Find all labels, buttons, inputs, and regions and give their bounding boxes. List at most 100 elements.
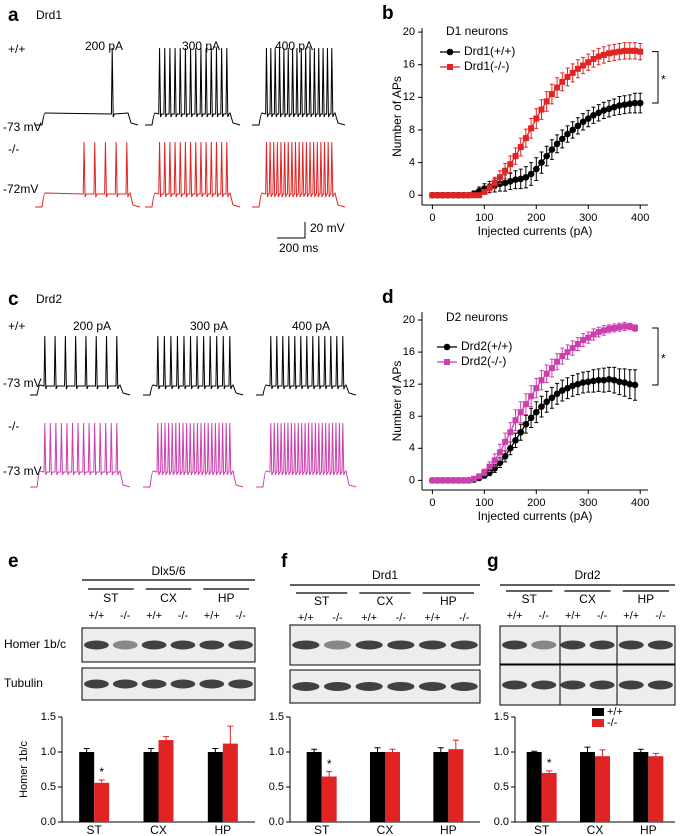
marker <box>611 49 618 56</box>
blot-image <box>81 627 256 663</box>
blot-band <box>170 679 196 689</box>
legend-label: Drd1(+/+) <box>464 44 515 58</box>
marker <box>595 376 602 384</box>
genotype-label: -/- <box>539 610 550 622</box>
x-tick-label: ST <box>86 823 102 836</box>
marker <box>450 192 457 199</box>
genotype-label: -/- <box>459 612 470 624</box>
marker <box>470 192 477 199</box>
blot-band <box>387 682 415 691</box>
marker <box>507 161 514 168</box>
marker <box>548 146 556 153</box>
scale-bar <box>277 222 306 239</box>
legend-label: Drd2(+/+) <box>461 339 512 353</box>
marker <box>522 420 530 428</box>
region-label: ST <box>521 592 537 606</box>
marker <box>553 140 561 148</box>
marker <box>580 337 587 344</box>
x-tick-label: 0 <box>429 497 435 509</box>
voltage-trace <box>145 141 241 208</box>
y-tick-label: 0.0 <box>494 816 509 828</box>
error-bar <box>599 749 606 757</box>
region-label: ST <box>103 591 119 605</box>
y-axis-label: Number of APs <box>390 361 404 442</box>
significance-mark: * <box>661 73 666 87</box>
bar <box>526 752 542 822</box>
marker <box>610 103 618 111</box>
marker <box>631 381 639 389</box>
y-tick-label: 8 <box>409 124 415 136</box>
marker <box>450 477 457 484</box>
y-axis-label: Number of APs <box>390 76 404 157</box>
bar <box>633 752 649 822</box>
marker <box>564 130 571 138</box>
marker <box>600 107 608 114</box>
y-tick-label: 16 <box>403 346 415 358</box>
marker <box>637 48 644 55</box>
genotype-label: +/+ <box>361 612 377 624</box>
blot-band <box>141 679 167 689</box>
marker <box>621 323 628 330</box>
marker <box>605 376 613 383</box>
bar <box>79 752 95 822</box>
marker <box>595 329 602 336</box>
current-label: 300 pA <box>182 39 220 53</box>
legend-item: Drd2(-/-) <box>437 354 506 368</box>
region-label: ST <box>314 594 330 608</box>
x-tick-label: 100 <box>475 212 493 224</box>
marker <box>626 100 634 108</box>
blot-title: Dlx5/6 <box>151 564 185 578</box>
blot-row-label: Tubulin <box>4 676 43 690</box>
y-tick-label: 1.5 <box>494 711 509 723</box>
marker <box>528 393 535 400</box>
legend-item: Drd1(+/+) <box>440 44 515 58</box>
x-tick-label: 200 <box>527 497 545 509</box>
marker <box>517 409 524 416</box>
blot-band <box>387 640 415 650</box>
y-tick-label: 0 <box>409 189 415 201</box>
marker <box>574 122 582 130</box>
region-label: HP <box>637 592 654 606</box>
significance-mark: * <box>547 756 552 770</box>
significance-bracket <box>652 327 659 386</box>
bar <box>541 773 557 822</box>
marker <box>621 379 628 386</box>
y-tick-label: 0.0 <box>269 816 284 828</box>
marker <box>532 408 540 416</box>
marker <box>548 365 555 372</box>
region-label: CX <box>579 592 596 606</box>
marker <box>626 380 634 388</box>
error-bar <box>389 748 396 752</box>
bar <box>321 776 337 822</box>
marker <box>496 449 503 456</box>
marker <box>512 153 519 160</box>
marker <box>590 331 597 338</box>
y-tick-label: 12 <box>403 91 415 103</box>
error-bar <box>546 770 553 773</box>
marker <box>533 115 540 122</box>
y-tick-label: 12 <box>403 378 415 390</box>
genotype-label: -/- <box>235 610 246 622</box>
marker <box>580 62 587 69</box>
legend-item: Drd2(+/+) <box>437 339 512 353</box>
voltage-trace <box>252 47 346 126</box>
blot-band <box>323 640 352 650</box>
marker <box>558 135 566 143</box>
marker <box>496 174 503 181</box>
marker <box>579 118 587 126</box>
marker <box>470 475 477 482</box>
genotype-label: -/- <box>332 612 343 624</box>
blot-band <box>84 640 109 650</box>
current-label: 300 pA <box>190 319 228 333</box>
blot-band <box>355 640 383 650</box>
marker <box>558 387 566 394</box>
marker <box>517 428 525 436</box>
marker <box>429 477 436 484</box>
current-label: 200 pA <box>85 39 123 53</box>
marker <box>481 188 488 195</box>
marker <box>600 327 607 334</box>
panel-letter: d <box>382 287 394 308</box>
x-tick-label: 0 <box>429 212 435 224</box>
marker <box>486 184 493 191</box>
